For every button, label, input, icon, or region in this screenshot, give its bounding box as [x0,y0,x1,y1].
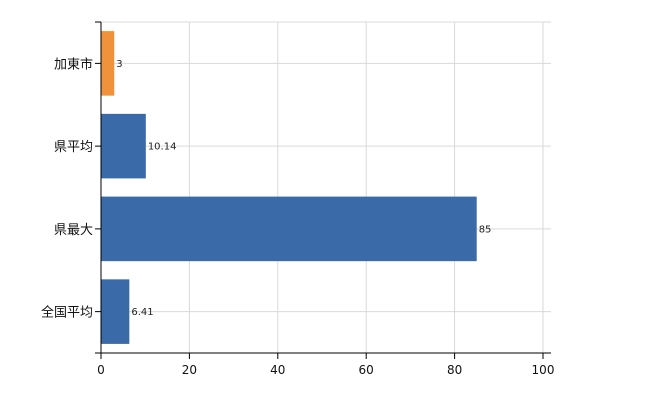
x-tick-label-3: 60 [359,363,374,377]
axes [95,21,551,359]
category-label-2: 県最大 [54,223,93,238]
data-label-3: 6.41 [131,307,153,318]
x-tick-label-4: 80 [447,363,462,377]
data-label-0: 3 [116,59,122,70]
category-label-0: 加東市 [54,56,93,72]
x-tick-label-5: 100 [532,363,555,377]
data-label-1: 10.14 [148,142,177,153]
bar-3 [101,279,130,344]
bar-1 [101,113,146,179]
bar-0 [101,31,115,96]
bar-2 [101,196,477,262]
category-label-1: 県平均 [54,140,93,155]
x-tick-label-2: 40 [270,363,285,377]
category-label-3: 全国平均 [41,305,93,321]
grid [101,21,551,353]
x-tick-label-0: 0 [97,363,105,377]
data-label-2: 85 [479,224,492,235]
bars [101,31,477,344]
x-tick-label-1: 20 [182,363,197,377]
